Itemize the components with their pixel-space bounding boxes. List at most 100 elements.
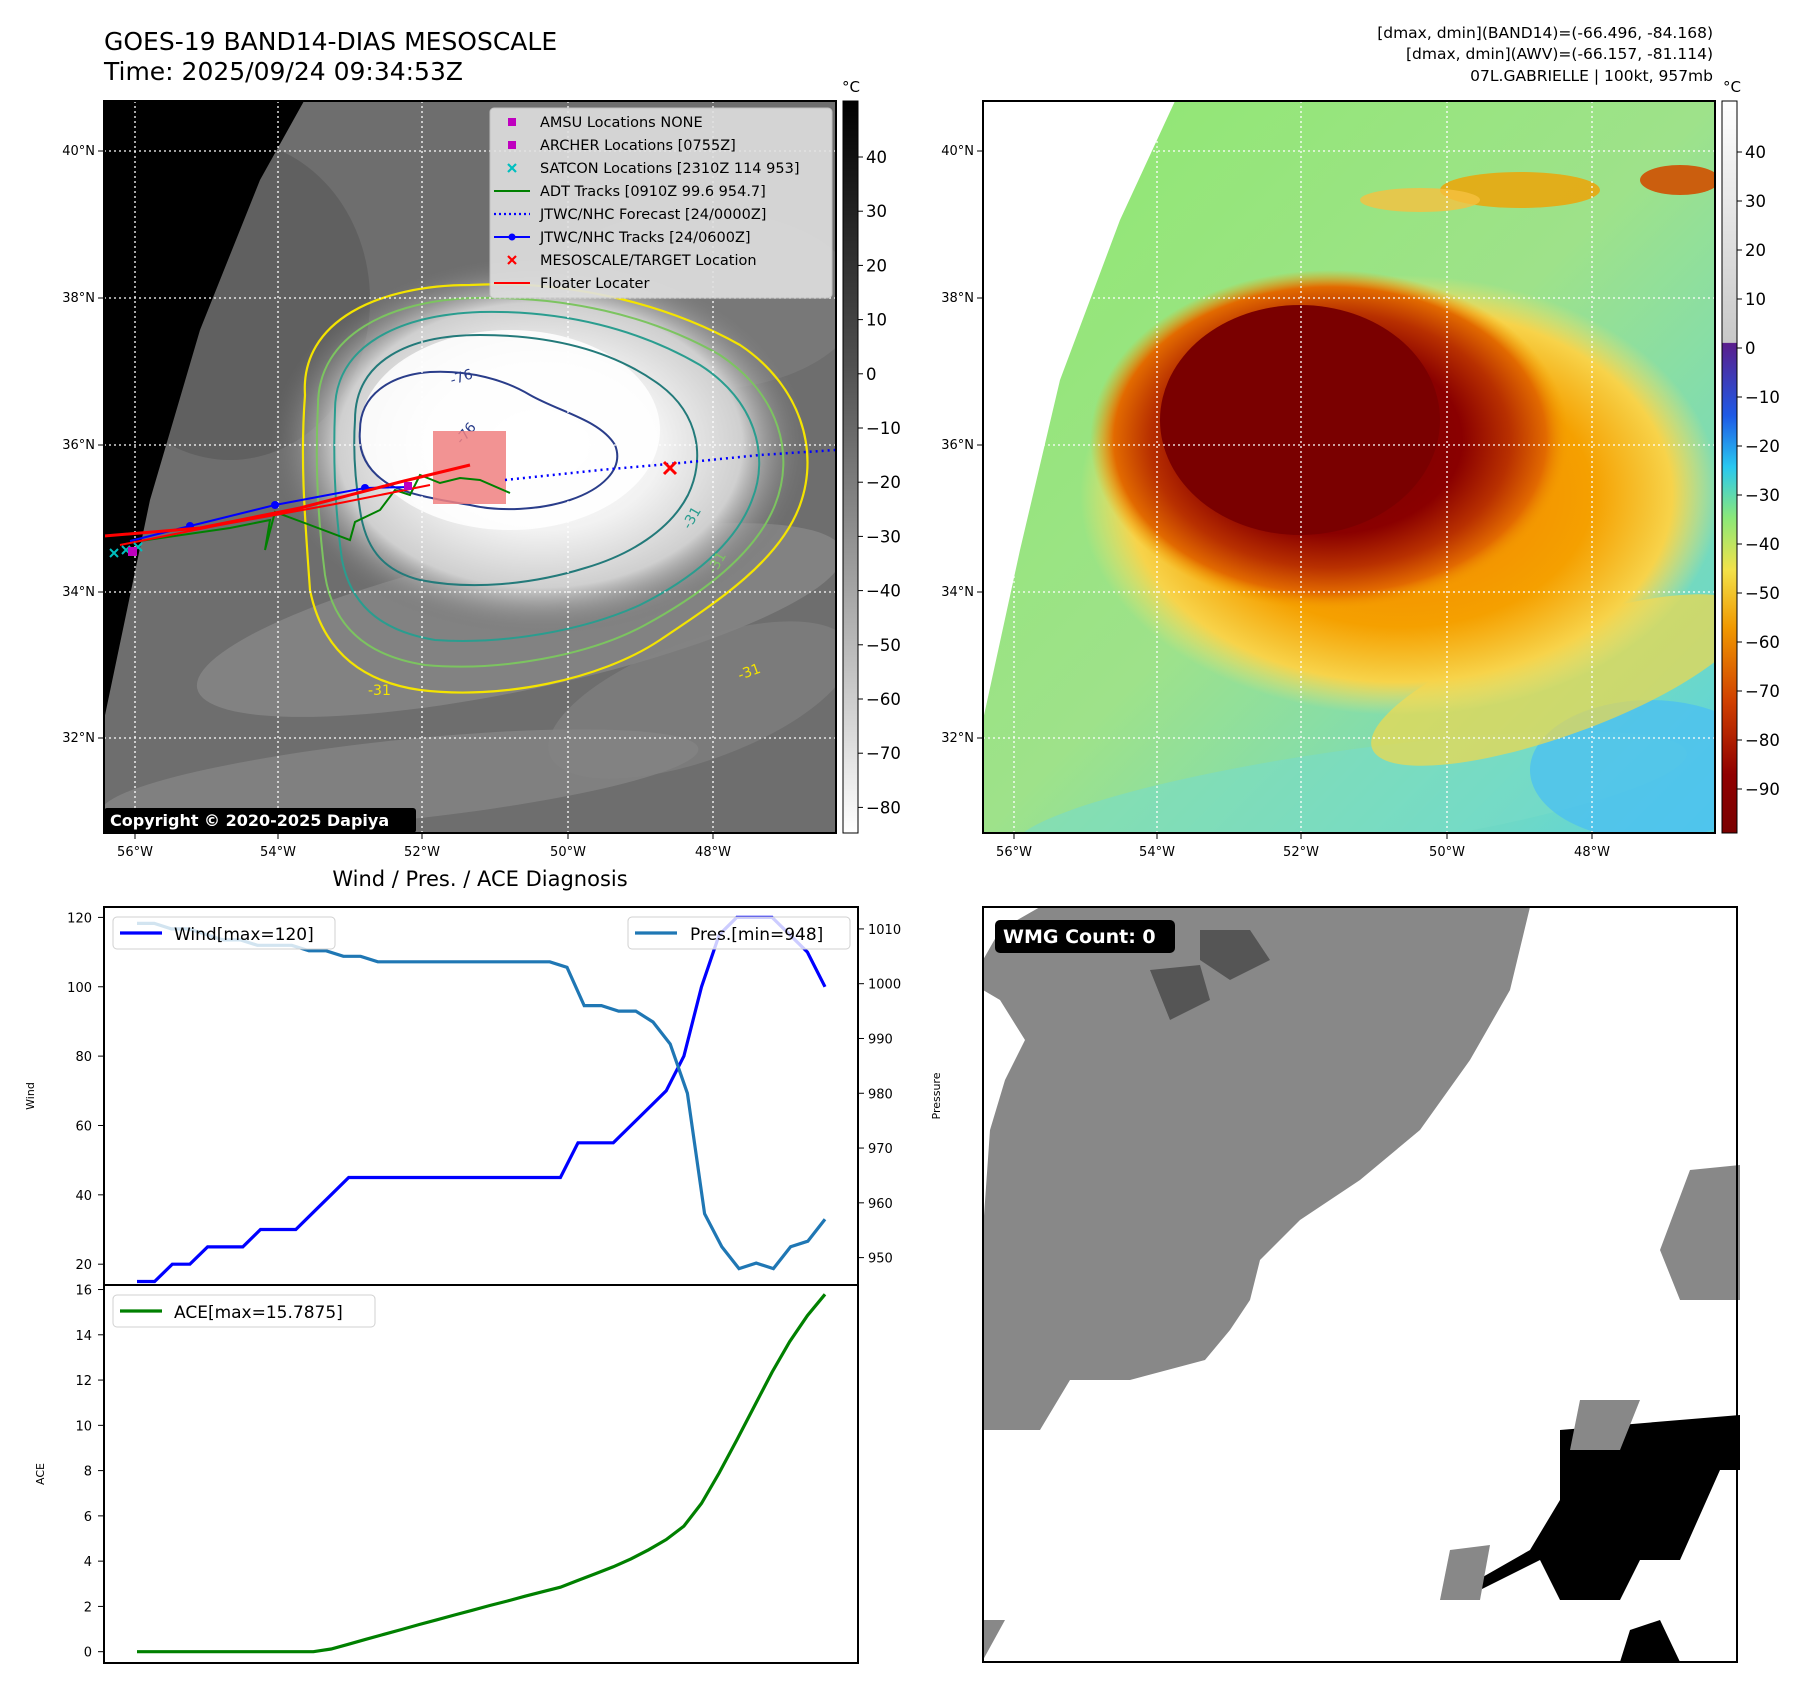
awv-map-lat-label: 34°N [941,585,974,600]
colorbar-tick-label: 20 [1745,241,1766,260]
diagnosis-title: Wind / Pres. / ACE Diagnosis [332,867,627,891]
colorbar-tick-label: −10 [866,419,901,438]
adt-track-line [139,473,511,551]
contour-teal-inner [353,333,699,587]
colorbar-tick-label: −70 [866,744,901,763]
stats-band14: [dmax, dmin](BAND14)=(-66.496, -84.168) [1377,24,1713,42]
copyright-badge [104,808,416,833]
contour-teal-outer [333,310,761,642]
wmg-count: WMG Count: 0 [1003,926,1156,948]
colorbar-tick-label: 30 [866,202,887,221]
wind-tick-label: 120 [67,911,92,926]
contour-yellow [301,283,809,694]
ir-map-lon-label: 56°W [117,845,153,860]
legend-item: JTWC/NHC Forecast [24/0000Z] [494,207,766,223]
ir-map-lon-label: 50°W [550,845,586,860]
jtwc-track-dot [271,501,279,509]
awv-map-lon-label: 56°W [996,845,1032,860]
pressure-tick-label: 990 [868,1032,893,1047]
wind-series-line [137,915,827,1284]
colorbar-tick-label: −40 [1745,535,1780,554]
colorbar-right-ticks: 40 30 20 10 0 −10 −20 −30 −40 −50 −60 −70 −80 −90 [1737,143,1780,799]
pressure-axis-label: Pressure [930,1072,943,1119]
ace-tick-label: 4 [84,1555,92,1570]
colorbar-tick-label: −60 [1745,633,1780,652]
awv-map-panel [983,101,1715,833]
legend-item: MESOSCALE/TARGET Location [507,253,757,269]
contour-label-1: -76 [448,366,475,388]
figure-time: Time: 2025/09/24 09:34:53Z [103,57,463,86]
pressure-tick-label: 980 [868,1087,893,1102]
archer-marker [404,482,412,490]
svg-text:ARCHER Locations [0755Z]: ARCHER Locations [0755Z] [540,138,736,154]
svg-text:JTWC/NHC Forecast [24/0000Z]: JTWC/NHC Forecast [24/0000Z] [539,207,766,223]
figure-title: GOES-19 BAND14-DIAS MESOSCALE [104,27,557,56]
stats-awv: [dmax, dmin](AWV)=(-66.157, -81.114) [1406,45,1713,63]
awv-map-lat-label: 32°N [941,731,974,746]
ace-tick-label: 10 [75,1419,92,1434]
ir-map-lon-label: 52°W [404,845,440,860]
target-marker [662,460,678,476]
colorbar-tick-label: 10 [866,311,887,330]
wind-axis-label: Wind [24,1082,37,1110]
colorbar-tick-label: −30 [866,527,901,546]
wind-tick-label: 80 [75,1050,92,1065]
awv-map-lon-label: 48°W [1574,845,1610,860]
colorbar-tick-label: 40 [1745,143,1766,162]
awv-map-grid [983,101,1715,833]
colorbar-tick-label: −10 [1745,388,1780,407]
ir-map-lon-label: 48°W [695,845,731,860]
jtwc-forecast-line [504,448,836,482]
storm-info: 07L.GABRIELLE | 100kt, 957mb [1470,67,1713,85]
ir-map-lon-label: 54°W [260,845,296,860]
ir-map-panel: -76 -76 -31 -31 -31 -31 AMSU Locat [104,101,836,833]
colorbar-tick-label: 0 [1745,339,1756,358]
ace-tick-label: 0 [84,1646,92,1661]
wind-tick-label: 60 [75,1119,92,1134]
colorbar-tick-label: 10 [1745,290,1766,309]
colorbar-left [842,100,859,834]
ace-series-line [137,1293,827,1654]
awv-map-lat-label: 40°N [941,144,974,159]
ir-map-lat-label: 34°N [62,585,95,600]
ace-axis-label: ACE [34,1463,47,1485]
contour-label-3: -31 [368,683,391,699]
svg-text:SATCON Locations [2310Z 114 95: SATCON Locations [2310Z 114 953] [540,161,799,177]
svg-text:Floater Locater: Floater Locater [540,276,649,292]
archer-marker [128,547,137,556]
pressure-tick-label: 1000 [868,978,901,993]
awv-map-lat-label: 38°N [941,291,974,306]
floater-locater-line-2 [119,484,431,546]
colorbar-tick-label: −40 [866,582,901,601]
ace-legend: ACE[max=15.7875] [112,1294,376,1328]
svg-text:ADT Tracks [0910Z 99.6 954.7]: ADT Tracks [0910Z 99.6 954.7] [540,184,766,200]
colorbar-left-unit: °C [842,78,860,96]
wind-tick-label: 40 [75,1189,92,1204]
ace-tick-label: 16 [75,1284,92,1299]
colorbar-tick-label: −60 [866,690,901,709]
legend-item: JTWC/NHC Tracks [24/0600Z] [494,230,751,246]
floater-locater-line [104,463,471,538]
awv-map-lon-label: 50°W [1429,845,1465,860]
legend-item: ARCHER Locations [0755Z] [508,138,736,154]
colorbar-tick-label: 40 [866,148,887,167]
legend-item: AMSU Locations NONE [508,115,703,131]
map-legend: AMSU Locations NONE ARCHER Locations [075… [489,107,833,299]
legend-item: SATCON Locations [2310Z 114 953] [507,161,799,177]
awv-map-lat-label: 36°N [941,438,974,453]
ir-map-lat-label: 32°N [62,731,95,746]
colorbar-tick-label: −20 [1745,437,1780,456]
pressure-tick-label: 1010 [868,923,901,938]
wind-legend: Wind[max=120] [112,916,336,950]
pressure-tick-label: 960 [868,1197,893,1212]
colorbar-left-ticks: 40 30 20 10 0 −10 −20 −30 −40 −50 −60 −70 −80 [858,148,901,817]
legend-item: ADT Tracks [0910Z 99.6 954.7] [494,184,766,200]
ir-map-lat-label: 38°N [62,291,95,306]
wind-tick-label: 20 [75,1258,92,1273]
contour-label-4: -31 [736,661,763,684]
awv-map-lon-label: 54°W [1139,845,1175,860]
colorbar-right-unit: °C [1723,78,1741,96]
wmg-panel: WMG Count: 0 [983,907,1740,1662]
colorbar-tick-label: 0 [866,365,877,384]
